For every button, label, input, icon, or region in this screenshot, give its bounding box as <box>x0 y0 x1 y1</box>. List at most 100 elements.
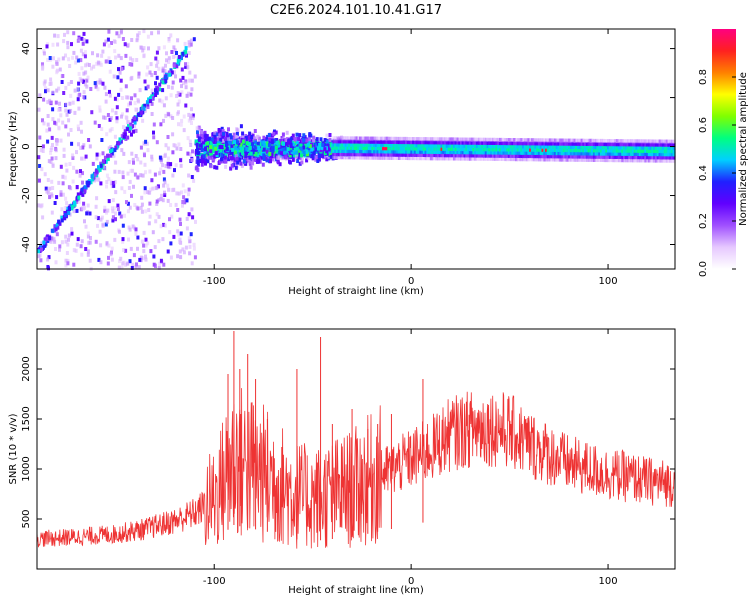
spectrogram-cell <box>276 160 280 165</box>
spectrogram-cell <box>161 163 165 168</box>
spectrogram-cell <box>124 137 128 141</box>
spectrogram-cell <box>150 31 154 36</box>
spectrogram-cell <box>537 147 541 152</box>
spectrogram-cell <box>284 138 288 143</box>
spectrogram-cell <box>631 142 635 147</box>
spectrogram-cell <box>117 53 121 58</box>
spectrogram-cell <box>603 154 607 159</box>
spectrogram-cell <box>488 144 492 149</box>
spectrogram-cell <box>545 141 548 146</box>
spectrogram-cell <box>70 141 74 146</box>
spectrogram-cell <box>506 141 509 146</box>
spectrogram-cell <box>348 152 352 157</box>
spectrogram-cell <box>148 169 152 174</box>
spectrogram-cell <box>136 98 140 103</box>
spectrogram-cell <box>362 139 366 144</box>
spectrogram-cell <box>188 251 192 256</box>
spectrogram-cell <box>514 150 518 155</box>
spectrogram-cell <box>182 81 186 86</box>
spectrogram-cell <box>399 140 403 145</box>
spectrogram-cell <box>129 56 132 61</box>
spectrogram-cell <box>180 190 183 195</box>
spectrogram-cell <box>54 156 58 161</box>
spectrogram-cell <box>64 234 68 239</box>
spectrogram-cell <box>389 152 393 157</box>
spectrogram-cell <box>389 155 393 160</box>
spectrogram-cell <box>608 148 612 153</box>
spectrogram-cell <box>646 142 650 147</box>
spectrogram-cell <box>163 75 167 80</box>
spectrogram-cell <box>658 142 662 147</box>
spectrogram-cell <box>589 148 593 153</box>
spectrogram-cell <box>42 97 46 102</box>
spectrogram-cell <box>200 155 204 160</box>
spectrogram-cell <box>187 192 190 197</box>
spectrogram-cell <box>670 139 674 144</box>
spectrogram-cell <box>470 144 474 148</box>
spectrogram-cell <box>233 142 237 147</box>
spectrogram-cell <box>179 78 183 83</box>
spectrogram-cell <box>306 142 310 147</box>
spectrogram-cell <box>646 145 650 150</box>
spectrogram-cell <box>527 141 531 146</box>
spectrogram-cell <box>518 138 522 143</box>
spectrogram-cell <box>654 158 658 163</box>
spectrogram-cell <box>158 82 162 87</box>
spectrogram-cell <box>116 207 120 211</box>
spectrogram-cell <box>152 122 156 127</box>
spectrogram-cell <box>200 134 204 139</box>
spectrogram-cell <box>610 139 614 143</box>
spectrogram-cell <box>474 150 478 155</box>
spectrogram-cell <box>474 153 478 158</box>
spectrogram-cell <box>569 154 573 159</box>
spectrogram-cell <box>114 160 118 165</box>
spectrogram-cell <box>605 145 609 150</box>
spectrogram-cell <box>559 141 563 146</box>
spectrogram-cell <box>195 142 199 147</box>
spectrogram-cell <box>51 42 55 47</box>
spectrogram-cell <box>180 118 184 123</box>
spectrogram-cell <box>513 138 517 142</box>
spectrogram-cell <box>94 204 98 209</box>
spectrogram-cell <box>88 258 92 263</box>
spectrogram-cell <box>385 155 389 160</box>
spectrogram-cell <box>431 149 435 154</box>
spectrogram-cell <box>444 146 447 151</box>
spectrogram-cell <box>672 142 676 147</box>
spectrogram-cell <box>144 209 148 214</box>
spectrogram-cell <box>176 62 180 66</box>
spectrogram-cell <box>142 249 146 254</box>
spectrogram-cell <box>114 211 117 216</box>
spectrogram-cell <box>206 159 210 164</box>
spectrogram-cell <box>69 128 73 132</box>
colorbar-gradient <box>712 29 736 269</box>
spectrogram-cell <box>110 246 114 251</box>
spectrogram-cell <box>460 140 463 145</box>
spectrogram-cell <box>143 79 147 84</box>
spectrogram-cell <box>164 143 168 148</box>
spectrogram-cell <box>649 142 653 147</box>
spectrogram-cell <box>99 62 103 67</box>
spectrogram-cell <box>442 143 446 148</box>
spectrogram-cell <box>315 137 319 142</box>
spectrogram-cell <box>180 67 184 72</box>
spectrogram-cell <box>130 193 133 198</box>
spectrogram-cell <box>81 41 85 46</box>
spectrogram-cell <box>105 173 109 178</box>
spectrogram-cell <box>422 146 426 151</box>
spectrogram-cell <box>497 144 501 149</box>
spectrogram-cell <box>474 156 478 161</box>
spectrogram-cell <box>626 148 630 153</box>
spectrogram-cell <box>497 153 501 158</box>
spectrogram-cell <box>149 249 153 254</box>
spectrogram-cell <box>46 58 50 62</box>
spectrogram-cell <box>133 203 137 207</box>
colorbar-tick-label: 0.2 <box>698 213 709 229</box>
spectrogram-cell <box>419 146 423 151</box>
spectrogram-cell <box>396 140 400 144</box>
spectrogram-cell <box>209 142 213 147</box>
spectrogram-cell <box>225 143 228 147</box>
spectrogram-cell <box>248 131 252 136</box>
spectrogram-cell <box>127 186 131 190</box>
spectrogram-cell <box>642 148 646 153</box>
